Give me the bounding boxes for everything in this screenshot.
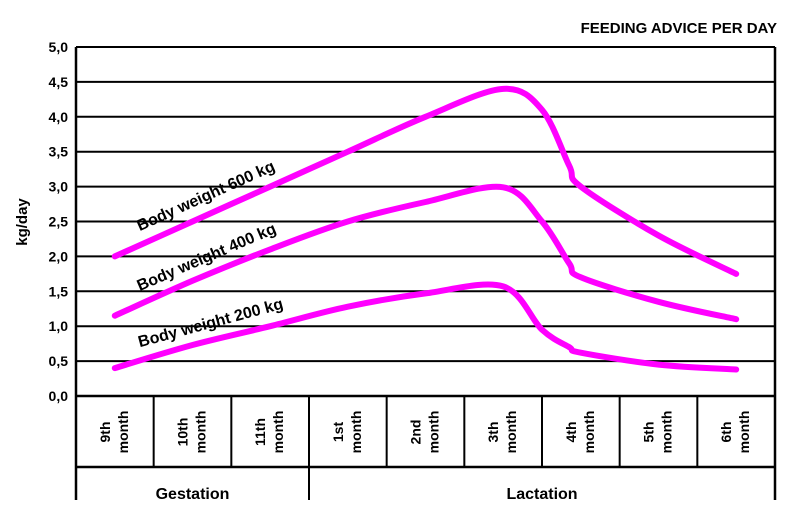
category-ordinal: 6th	[718, 422, 734, 443]
y-tick-label: 4,0	[49, 109, 69, 125]
category-label: 6th month	[718, 411, 752, 454]
series-line	[111, 281, 740, 373]
y-tick-label: 5,0	[49, 39, 69, 55]
series-lines	[111, 85, 740, 373]
y-tick-label: 2,0	[49, 248, 69, 264]
category-unit: month	[193, 411, 209, 454]
group-label: Gestation	[156, 486, 230, 503]
y-tick-label: 2,5	[49, 214, 69, 230]
category-ordinal: 10th	[175, 418, 191, 447]
category-ordinal: 3th	[485, 422, 501, 443]
y-tick-label: 1,0	[49, 318, 69, 334]
category-label: 9th month	[97, 411, 131, 454]
group-label: Lactation	[506, 486, 577, 503]
category-label: 1st month	[330, 411, 364, 454]
y-tick-labels: 0,0 0,5 1,0 1,5 2,0 2,5 3,0 3,5 4,0 4,5 5,0	[49, 39, 69, 404]
series-label: Body weight 600 kg	[134, 158, 277, 235]
y-tick-label: 1,5	[49, 283, 69, 299]
category-unit: month	[270, 411, 286, 454]
category-label: 3th month	[485, 411, 519, 454]
x-axis: 9th month 10th month 11th month 1st month 2nd mon…	[74, 47, 777, 503]
y-tick-label: 3,0	[49, 179, 69, 195]
y-tick-label: 0,0	[49, 388, 69, 404]
category-unit: month	[736, 411, 752, 454]
category-label: 4th month	[563, 411, 597, 454]
y-axis-label: kg/day	[14, 198, 31, 246]
category-ordinal: 11th	[252, 418, 268, 446]
category-label: 10th month	[175, 411, 209, 454]
series-line	[111, 85, 740, 277]
category-ordinal: 9th	[97, 422, 113, 443]
y-tick-label: 0,5	[49, 353, 69, 369]
category-label: 2nd month	[408, 411, 442, 454]
grid-lines	[76, 46, 775, 398]
category-ordinal: 5th	[641, 422, 657, 443]
category-unit: month	[348, 411, 364, 454]
y-tick-label: 3,5	[49, 144, 69, 160]
series-line	[111, 183, 740, 323]
chart-title: FEEDING ADVICE PER DAY	[581, 20, 777, 37]
category-label: 5th month	[641, 411, 675, 454]
category-unit: month	[426, 411, 442, 454]
category-ordinal: 1st	[330, 422, 346, 443]
series-label: Body weight 400 kg	[135, 221, 279, 295]
category-label: 11th month	[252, 411, 286, 454]
category-unit: month	[115, 411, 131, 454]
category-ordinal: 4th	[563, 422, 579, 443]
y-tick-label: 4,5	[49, 74, 69, 90]
category-unit: month	[581, 411, 597, 454]
category-ordinal: 2nd	[408, 420, 424, 445]
category-unit: month	[659, 411, 675, 454]
category-unit: month	[503, 411, 519, 454]
